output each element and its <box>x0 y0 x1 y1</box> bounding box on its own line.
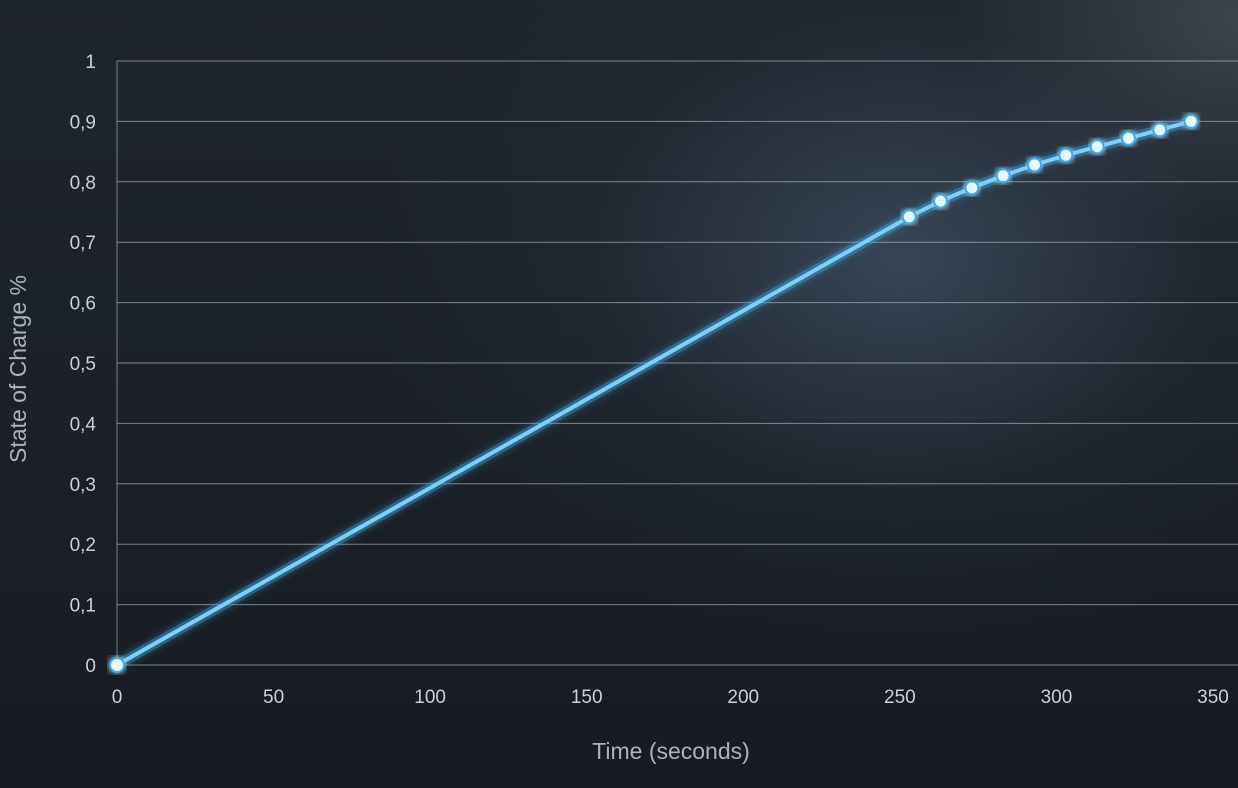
y-tick-label: 0,5 <box>70 354 96 375</box>
series <box>109 113 1199 673</box>
data-point <box>1027 157 1043 173</box>
y-tick-label: 0,8 <box>70 173 96 194</box>
data-point <box>964 180 980 196</box>
y-axis-ticks: 0 0,1 0,2 0,3 0,4 0,5 0,6 0,7 0,8 0,9 1 <box>70 52 97 677</box>
data-point <box>1058 147 1074 163</box>
x-tick-label: 50 <box>263 687 284 708</box>
x-tick-label: 200 <box>727 687 759 708</box>
data-point <box>933 193 949 209</box>
x-tick-label: 100 <box>414 687 446 708</box>
data-point <box>995 168 1011 184</box>
x-axis-label: Time (seconds) <box>592 738 750 764</box>
data-point <box>901 209 917 225</box>
data-point <box>1183 113 1199 129</box>
data-point <box>1120 130 1136 146</box>
x-tick-label: 150 <box>571 687 603 708</box>
x-tick-label: 350 <box>1197 687 1229 708</box>
data-point <box>109 657 125 673</box>
series-line-glow <box>114 116 1193 670</box>
y-tick-label: 0,7 <box>70 233 96 254</box>
gridlines <box>117 60 1238 666</box>
y-tick-label: 0 <box>85 656 96 677</box>
y-tick-label: 0,9 <box>70 112 96 133</box>
x-axis-ticks: 0 50 100 150 200 250 300 350 <box>112 687 1229 708</box>
x-tick-label: 250 <box>884 687 916 708</box>
data-point <box>1089 139 1105 155</box>
y-tick-label: 0,2 <box>70 535 96 556</box>
y-tick-label: 0,4 <box>70 414 97 435</box>
data-point <box>1152 122 1168 138</box>
y-axis-label: State of Charge % <box>5 275 31 463</box>
y-tick-label: 0,3 <box>70 475 96 496</box>
x-tick-label: 300 <box>1041 687 1073 708</box>
y-tick-label: 0,6 <box>70 294 96 315</box>
y-tick-label: 0,1 <box>70 596 96 617</box>
x-tick-label: 0 <box>112 687 123 708</box>
y-tick-label: 1 <box>85 52 96 73</box>
series-line <box>115 119 1194 667</box>
